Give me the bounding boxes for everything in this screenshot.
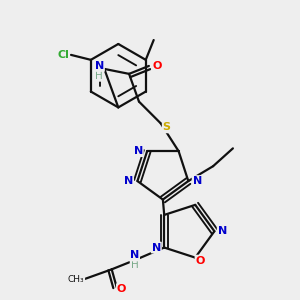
Text: H: H [95,71,103,81]
Text: N: N [124,176,133,186]
Text: CH₃: CH₃ [68,275,84,284]
Text: N: N [130,250,139,260]
Text: Cl: Cl [57,50,69,60]
Text: N: N [152,242,161,253]
Text: O: O [196,256,205,266]
Text: N: N [218,226,227,236]
Text: N: N [134,146,143,156]
Text: N: N [95,61,104,71]
Text: O: O [117,284,126,294]
Text: H: H [130,260,138,270]
Text: O: O [152,61,161,71]
Text: S: S [163,122,171,132]
Text: N: N [193,176,202,186]
